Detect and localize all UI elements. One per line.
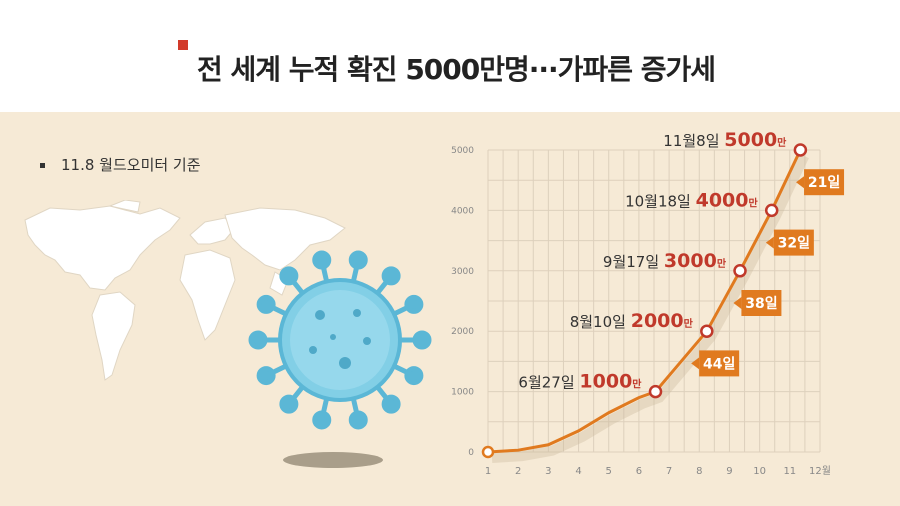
- virus-spike-tip: [404, 294, 424, 314]
- interval-badge: [699, 350, 740, 377]
- interval-label: 21일: [808, 175, 840, 191]
- milestone-date: 10월18일: [625, 192, 696, 210]
- interval-label: 32일: [778, 236, 810, 252]
- x-tick-label: 2: [515, 466, 521, 477]
- interval-badge-pointer: [765, 236, 774, 249]
- interval-badge: [773, 229, 814, 256]
- y-tick-label: 0: [468, 448, 474, 458]
- milestone-unit: 만: [684, 317, 694, 330]
- x-tick-label: 10: [753, 466, 766, 477]
- x-tick-label: 3: [545, 466, 551, 477]
- milestone-value: 1000: [579, 371, 632, 393]
- milestone-label: 9월17일 3000만: [603, 250, 727, 272]
- milestone-date: 6월27일: [518, 374, 579, 392]
- virus-spike-tip: [279, 266, 299, 286]
- milestone-unit: 만: [777, 136, 787, 149]
- milestone-point: [764, 203, 779, 218]
- bullet-icon: [40, 163, 45, 168]
- milestone-value: 2000: [631, 310, 684, 332]
- x-tick-label: 12월: [809, 465, 831, 477]
- interval-badge: [741, 290, 782, 316]
- virus-spike-tip: [412, 330, 432, 350]
- x-tick-label: 8: [696, 466, 702, 477]
- milestone-label: 11월8일 5000만: [663, 129, 787, 151]
- y-tick-label: 5000: [451, 146, 474, 156]
- virus-spike-tip: [279, 394, 299, 414]
- milestone-unit: 만: [717, 257, 727, 270]
- x-tick-label: 1: [485, 466, 491, 477]
- start-point: [481, 445, 495, 459]
- milestone-point: [648, 384, 663, 399]
- milestone-value: 3000: [664, 250, 717, 272]
- milestone-date: 8월10일: [570, 313, 631, 331]
- milestone-value: 5000: [724, 129, 777, 151]
- milestone-label: 6월27일 1000만: [518, 371, 642, 393]
- virus-spike-tip: [404, 366, 424, 386]
- interval-badge-pointer: [733, 297, 742, 309]
- x-tick-label: 5: [606, 466, 612, 477]
- interval-badge: [804, 169, 845, 196]
- virus-spike-tip: [312, 410, 332, 430]
- interval-label: 38일: [745, 296, 777, 312]
- milestone-date: 9월17일: [603, 253, 664, 271]
- page-title: 전 세계 누적 확진 5000만명···가파른 증가세: [197, 53, 716, 86]
- virus-spike-tip: [256, 366, 276, 386]
- virus-shadow: [283, 452, 383, 468]
- x-tick-label: 11: [783, 466, 796, 477]
- virus-icon: [248, 250, 432, 430]
- y-tick-label: 4000: [451, 206, 474, 216]
- virus-spike-tip: [248, 330, 268, 350]
- milestone-label: 8월10일 2000만: [570, 310, 694, 332]
- milestone-unit: 만: [632, 378, 642, 391]
- milestone-value: 4000: [696, 189, 749, 211]
- series-line: [487, 149, 802, 454]
- y-tick-label: 2000: [451, 327, 474, 337]
- milestone-date: 11월8일: [663, 132, 724, 150]
- virus-spike-tip: [381, 266, 401, 286]
- y-tick-label: 1000: [451, 388, 474, 398]
- title-mark: [178, 40, 188, 50]
- x-tick-label: 7: [666, 466, 672, 477]
- x-tick-label: 6: [636, 466, 642, 477]
- milestone-point: [793, 143, 808, 157]
- interval-label: 44일: [703, 356, 735, 372]
- milestone-point: [700, 324, 714, 338]
- y-tick-label: 3000: [451, 267, 474, 277]
- interval-badge-pointer: [691, 357, 700, 370]
- series-line-shadow: [491, 153, 809, 463]
- virus-spike-tip: [348, 250, 368, 270]
- x-tick-label: 9: [726, 466, 732, 477]
- milestone-label: 10월18일 4000만: [625, 189, 758, 211]
- virus-spike-tip: [256, 294, 276, 314]
- header: 전 세계 누적 확진 5000만명···가파른 증가세: [0, 0, 900, 112]
- milestone-point: [733, 264, 747, 278]
- source-note-text: 11.8 월드오미터 기준: [61, 156, 201, 174]
- x-tick-label: 4: [575, 466, 581, 477]
- virus-spike-tip: [381, 394, 401, 414]
- interval-badge-pointer: [796, 176, 805, 189]
- source-note: 11.8 월드오미터 기준: [40, 154, 201, 175]
- virus-spike-tip: [348, 410, 368, 430]
- milestone-unit: 만: [749, 196, 759, 209]
- virus-spike-tip: [312, 250, 332, 270]
